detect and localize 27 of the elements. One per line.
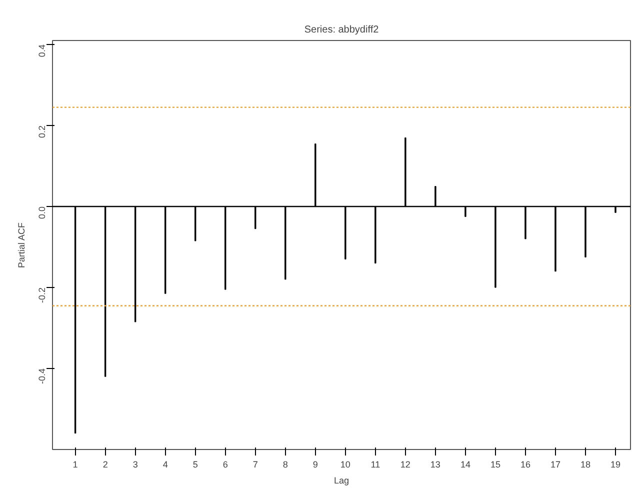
x-tick-label: 8	[282, 460, 288, 470]
x-tick-label: 6	[222, 460, 228, 470]
x-tick-label: 3	[132, 460, 138, 470]
x-tick-label: 16	[520, 460, 530, 470]
y-tick-label: -0.4	[37, 368, 47, 384]
y-tick-label: 0.0	[37, 206, 47, 220]
x-tick-label: 14	[460, 460, 470, 470]
x-tick-label: 2	[102, 460, 108, 470]
x-axis-title: Lag	[334, 476, 350, 486]
x-tick-label: 9	[312, 460, 318, 470]
x-tick-label: 13	[430, 460, 440, 470]
chart-title: Series: abbydiff2	[304, 24, 380, 36]
x-tick-label: 4	[162, 460, 168, 470]
x-tick-label: 11	[370, 460, 380, 470]
x-tick-label: 18	[580, 460, 590, 470]
y-tick-label: 0.2	[37, 126, 47, 138]
x-tick-label: 7	[252, 460, 258, 470]
x-tick-label: 19	[610, 460, 621, 470]
y-tick-label: 0.4	[37, 44, 47, 58]
x-tick-label: 1	[72, 460, 78, 470]
x-tick-label: 5	[192, 460, 198, 470]
x-tick-label: 12	[400, 460, 410, 470]
x-tick-label: 15	[490, 460, 500, 470]
x-tick-label: 10	[340, 460, 350, 470]
y-tick-label: -0.2	[37, 288, 47, 304]
y-axis-title: Partial ACF	[16, 222, 26, 268]
x-tick-label: 17	[550, 460, 560, 470]
